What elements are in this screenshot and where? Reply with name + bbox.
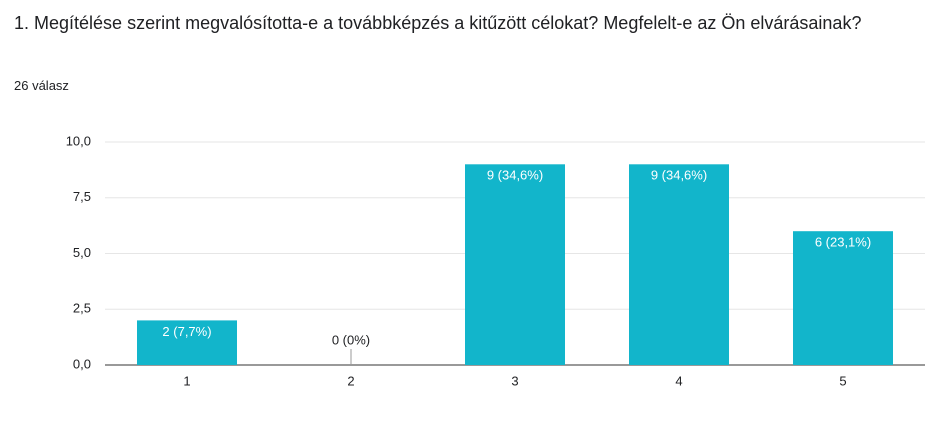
y-tick-label: 2,5	[73, 301, 91, 316]
value-label: 9 (34,6%)	[487, 168, 543, 183]
value-label: 9 (34,6%)	[651, 168, 707, 183]
chart-title: 1. Megítélése szerint megvalósította-e a…	[14, 13, 862, 33]
x-tick-label: 3	[511, 373, 518, 388]
y-tick-label: 7,5	[73, 189, 91, 204]
bar	[793, 231, 893, 365]
value-label: 2 (7,7%)	[162, 324, 211, 339]
bar	[629, 164, 729, 365]
x-tick-label: 4	[675, 373, 682, 388]
bar	[137, 320, 237, 365]
x-tick-label: 2	[347, 373, 354, 388]
x-tick-label: 1	[183, 373, 190, 388]
y-tick-label: 10,0	[66, 133, 91, 148]
y-tick-label: 5,0	[73, 245, 91, 260]
value-label: 6 (23,1%)	[815, 235, 871, 250]
x-tick-label: 5	[839, 373, 846, 388]
value-label: 0 (0%)	[332, 332, 370, 347]
response-count: 26 válasz	[14, 78, 69, 93]
bar	[465, 164, 565, 365]
y-tick-label: 0,0	[73, 356, 91, 371]
